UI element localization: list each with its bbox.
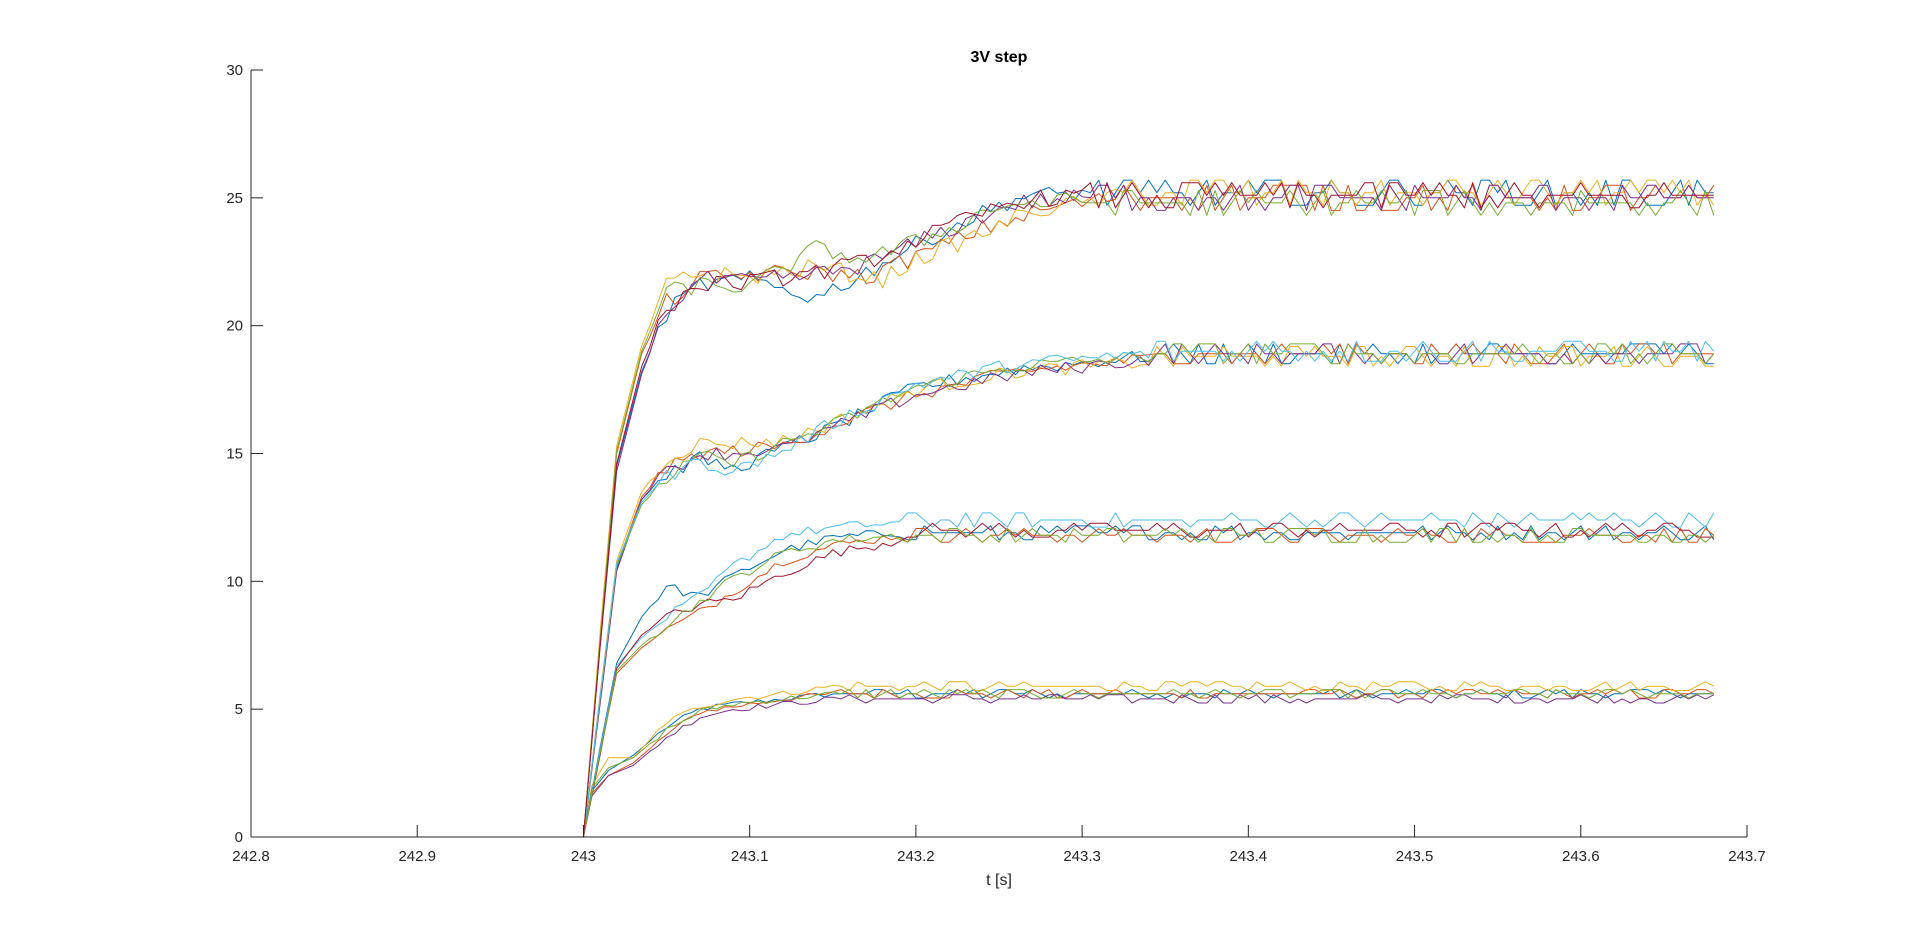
series-line-level-25 [400,190,1715,838]
y-tick-label: 10 [226,573,243,590]
series-line-level-6 [400,694,1715,838]
chart-title: 3V step [971,49,1028,66]
x-ticks: 242.8 242.9 243 243.1 243.2 243.3 243.4 243.5 24… [232,825,1766,865]
series-line-level-19 [400,343,1715,838]
x-tick-label: 242.8 [232,848,270,865]
y-tick-label: 20 [226,318,243,335]
series-line-level-6 [400,681,1715,838]
y-tick-label: 15 [226,446,243,463]
x-tick-label: 243.7 [1728,848,1766,865]
x-tick-label: 243.4 [1230,848,1268,865]
series-line-level-25 [400,182,1714,838]
series-line-level-12 [400,528,1715,838]
x-tick-label: 243.2 [897,848,935,865]
series-line-level-19 [400,346,1714,838]
x-tick-label: 242.9 [398,848,436,865]
x-tick-label: 243.1 [731,848,769,865]
series-line-level-12 [400,525,1715,838]
series-line-level-25 [400,184,1714,838]
series-line-level-6 [400,689,1714,838]
y-ticks: 0 5 10 15 20 25 30 [226,62,263,846]
series-line-level-12 [400,512,1715,838]
y-tick-label: 25 [226,190,243,207]
series-line-level-12 [400,522,1714,838]
x-axis-label: t [s] [986,872,1012,889]
y-tick-label: 5 [235,701,243,718]
y-tick-label: 30 [226,62,243,79]
x-tick-label: 243.6 [1562,848,1600,865]
x-tick-label: 243.3 [1063,848,1101,865]
axes-layer: 242.8 242.9 243 243.1 243.2 243.3 243.4 243.5 24… [226,62,1765,865]
series-layer [400,179,1715,838]
x-tick-label: 243.5 [1396,848,1434,865]
x-tick-label: 243 [571,848,596,865]
y-tick-label: 0 [235,829,243,846]
series-line-level-19 [400,340,1715,838]
